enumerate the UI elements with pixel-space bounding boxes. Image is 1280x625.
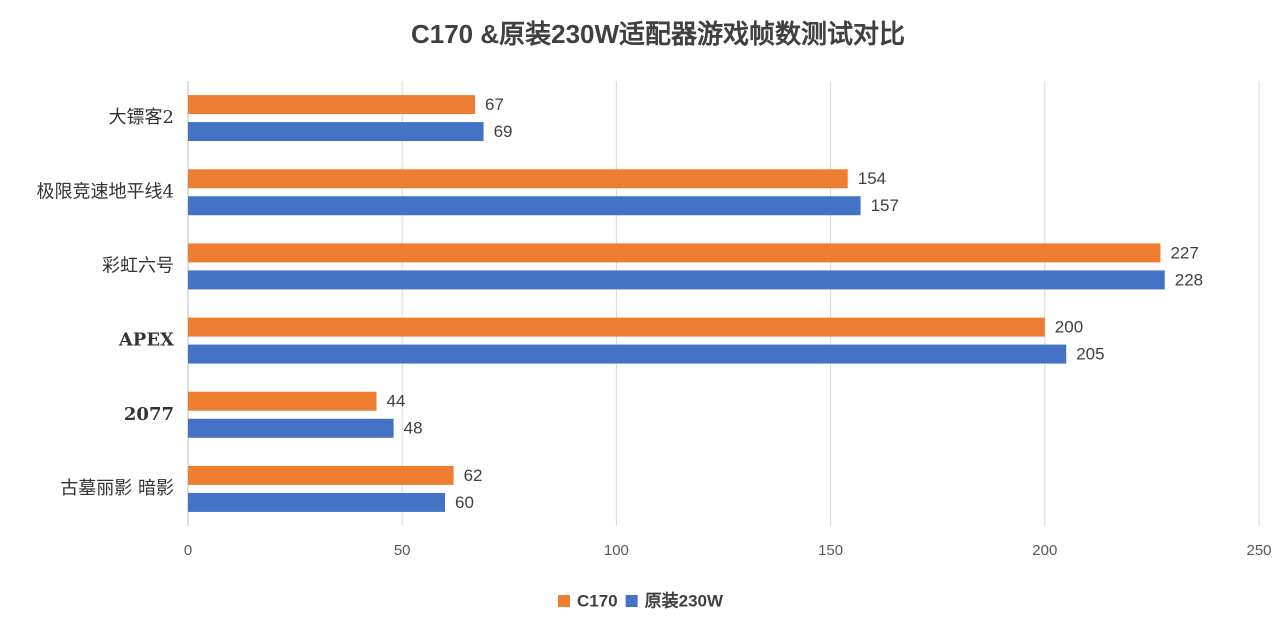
bar (188, 418, 394, 438)
chart-title: C170 &原装230W适配器游戏帧数测试对比 (411, 19, 905, 49)
x-tick-label: 50 (394, 542, 411, 559)
bar (188, 243, 1161, 263)
legend-swatch (558, 595, 570, 607)
bar (188, 270, 1165, 290)
bar (188, 492, 446, 512)
x-tick-label: 0 (184, 542, 192, 559)
bar (188, 317, 1045, 337)
legend-label: 原装230W (645, 590, 724, 610)
value-label: 200 (1055, 318, 1083, 337)
bar (188, 196, 861, 216)
legend-swatch (625, 595, 638, 607)
value-label: 69 (494, 122, 513, 141)
y-tick-label: 彩虹六号 (102, 255, 174, 276)
value-label: 227 (1170, 243, 1198, 262)
y-tick-label: 2077 (124, 404, 174, 425)
x-tick-label: 100 (604, 542, 629, 559)
value-label: 154 (858, 169, 886, 188)
legend-label: C170 (577, 591, 618, 610)
value-label: 60 (455, 493, 474, 512)
value-label: 228 (1175, 270, 1203, 289)
y-tick-label: 古墓丽影 暗影 (60, 478, 174, 499)
y-tick-label: 极限竞速地平线4 (37, 181, 174, 202)
y-tick-label: 大镖客2 (109, 107, 174, 128)
x-tick-label: 150 (818, 542, 843, 559)
x-tick-label: 200 (1032, 542, 1057, 559)
bar (188, 465, 454, 485)
y-tick-label: APEX (118, 330, 174, 351)
x-tick-label: 250 (1246, 542, 1271, 559)
bar (188, 391, 377, 411)
bar (188, 344, 1067, 364)
value-label: 67 (485, 95, 504, 114)
value-label: 48 (404, 419, 423, 438)
value-label: 62 (464, 466, 483, 485)
value-label: 205 (1076, 345, 1104, 364)
value-label: 157 (871, 196, 899, 215)
value-label: 44 (386, 392, 405, 411)
bar (188, 169, 848, 189)
bar (188, 95, 476, 115)
bar (188, 122, 484, 142)
